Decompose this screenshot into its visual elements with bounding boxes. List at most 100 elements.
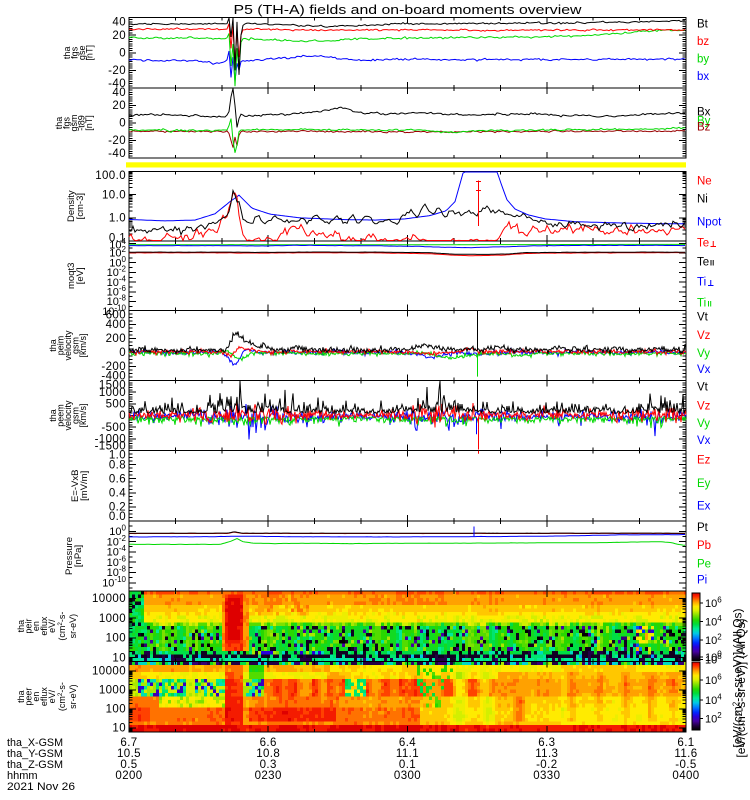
svg-text:40: 40 (112, 87, 126, 99)
svg-text:peer: peer (24, 688, 34, 706)
svg-text:tha: tha (16, 690, 26, 703)
svg-text:10000: 10000 (92, 593, 126, 605)
svg-text:peim: peim (56, 336, 66, 356)
svg-text:Te: Te (697, 257, 709, 269)
svg-text:10: 10 (112, 652, 126, 664)
svg-text:0200: 0200 (115, 770, 142, 782)
svg-text:10.0: 10.0 (102, 189, 126, 201)
svg-text:2021 Nov 26: 2021 Nov 26 (7, 781, 75, 793)
svg-text:en: en (31, 621, 41, 631)
svg-text:0.4: 0.4 (109, 488, 126, 500)
svg-text:Bz: Bz (697, 122, 711, 134)
svg-text:0: 0 (119, 347, 126, 359)
svg-text:Pressure: Pressure (64, 537, 75, 575)
svg-text:600: 600 (106, 310, 126, 322)
svg-text:tha: tha (16, 620, 26, 633)
svg-text:[eV/(cm2-s-sr-eV)] (All Qs): [eV/(cm2-s-sr-eV)] (All Qs) (731, 608, 745, 747)
svg-text:1000: 1000 (99, 685, 126, 697)
svg-text:-40: -40 (108, 78, 126, 90)
svg-text:0.1: 0.1 (109, 233, 126, 245)
svg-text:fgs: fgs (62, 117, 72, 130)
svg-text:gsm: gsm (71, 337, 81, 354)
svg-text:moqt3: moqt3 (66, 263, 77, 289)
svg-text:[km/s]: [km/s] (78, 404, 88, 428)
svg-text:Vx: Vx (697, 364, 711, 376)
svg-text:1.0: 1.0 (109, 213, 126, 225)
svg-text:peem: peem (56, 404, 66, 427)
svg-text:eV/: eV/ (47, 689, 57, 703)
svg-text:tha_Z-GSM: tha_Z-GSM (7, 759, 63, 771)
svg-text:Vt: Vt (697, 382, 709, 394)
svg-text:500: 500 (106, 399, 126, 411)
svg-text:11.3: 11.3 (535, 748, 558, 760)
svg-text:eflux: eflux (39, 616, 49, 636)
svg-text:Ti: Ti (697, 277, 706, 289)
svg-text:1500: 1500 (99, 380, 126, 392)
svg-text:11.6: 11.6 (674, 748, 697, 760)
svg-text:1000: 1000 (99, 613, 126, 625)
svg-text:gsm: gsm (71, 407, 81, 424)
svg-text:(cm2-s-: (cm2-s- (57, 682, 67, 711)
svg-text:0: 0 (119, 48, 126, 60)
svg-text:-500: -500 (101, 422, 126, 434)
svg-text:10.8: 10.8 (256, 748, 280, 760)
svg-text:400: 400 (106, 319, 126, 331)
svg-text:Pi: Pi (697, 575, 707, 587)
svg-text:-20: -20 (108, 135, 126, 147)
svg-text:0300: 0300 (394, 770, 421, 782)
svg-text:Pt: Pt (697, 522, 709, 534)
svg-text:20: 20 (112, 100, 126, 112)
svg-text:0.8: 0.8 (109, 459, 126, 471)
svg-text:-20: -20 (108, 65, 126, 77)
svg-text:40: 40 (112, 17, 126, 29)
svg-text:10.5: 10.5 (117, 748, 141, 760)
svg-text:Vt: Vt (697, 312, 709, 324)
svg-text:6.6: 6.6 (260, 737, 277, 749)
svg-text:[nPa]: [nPa] (73, 545, 84, 567)
svg-text:0.0: 0.0 (109, 511, 126, 523)
svg-text:6.4: 6.4 (399, 737, 416, 749)
svg-text:[nT]: [nT] (85, 45, 95, 61)
svg-text:20: 20 (112, 30, 126, 42)
svg-text:0330: 0330 (533, 770, 560, 782)
svg-text:[cm-3]: [cm-3] (75, 193, 86, 219)
svg-text:tha_X-GSM: tha_X-GSM (7, 737, 63, 749)
svg-text:en: en (31, 692, 41, 702)
svg-text:Vy: Vy (697, 418, 710, 430)
svg-text:0230: 0230 (255, 770, 282, 782)
svg-text:bx: bx (697, 71, 709, 83)
svg-text:[km/s]: [km/s] (78, 334, 88, 358)
svg-text:gsm: gsm (69, 114, 79, 131)
svg-text:[mV/m]: [mV/m] (79, 471, 90, 501)
svg-text:-1000: -1000 (95, 434, 126, 446)
svg-text:[nT]: [nT] (84, 115, 94, 131)
svg-text:Bx: Bx (697, 107, 711, 119)
svg-text:Pe: Pe (697, 559, 711, 571)
svg-text:0400: 0400 (672, 770, 699, 782)
svg-text:[eV]: [eV] (75, 267, 86, 284)
svg-text:10: 10 (112, 723, 126, 735)
svg-text:0.6: 0.6 (109, 473, 126, 485)
svg-text:0.2: 0.2 (109, 502, 126, 514)
svg-text:bz: bz (697, 36, 709, 48)
svg-text:Npot: Npot (697, 217, 722, 229)
svg-text:0: 0 (119, 410, 126, 422)
svg-text:-0.2: -0.2 (536, 759, 557, 771)
svg-text:6.1: 6.1 (677, 737, 694, 749)
svg-text:E=-VxB: E=-VxB (70, 470, 81, 502)
svg-text:100: 100 (106, 633, 126, 645)
svg-text:-0.5: -0.5 (675, 759, 696, 771)
svg-text:Ex: Ex (697, 501, 711, 513)
svg-text:Vz: Vz (697, 401, 711, 413)
svg-text:[eV/(cm2-s-sr-eV)] (All Qs): [eV/(cm2-s-sr-eV)] (All Qs) (734, 618, 748, 757)
svg-text:Ey: Ey (697, 478, 711, 490)
svg-text:by: by (697, 54, 709, 66)
svg-text:tha: tha (54, 117, 64, 130)
svg-text:200: 200 (106, 333, 126, 345)
svg-text:Vy: Vy (697, 348, 710, 360)
svg-text:-200: -200 (101, 361, 126, 373)
svg-text:100.0: 100.0 (95, 170, 126, 182)
svg-text:By: By (697, 116, 711, 128)
svg-text:0.1: 0.1 (399, 759, 416, 771)
svg-text:sr-eV): sr-eV) (68, 684, 78, 709)
